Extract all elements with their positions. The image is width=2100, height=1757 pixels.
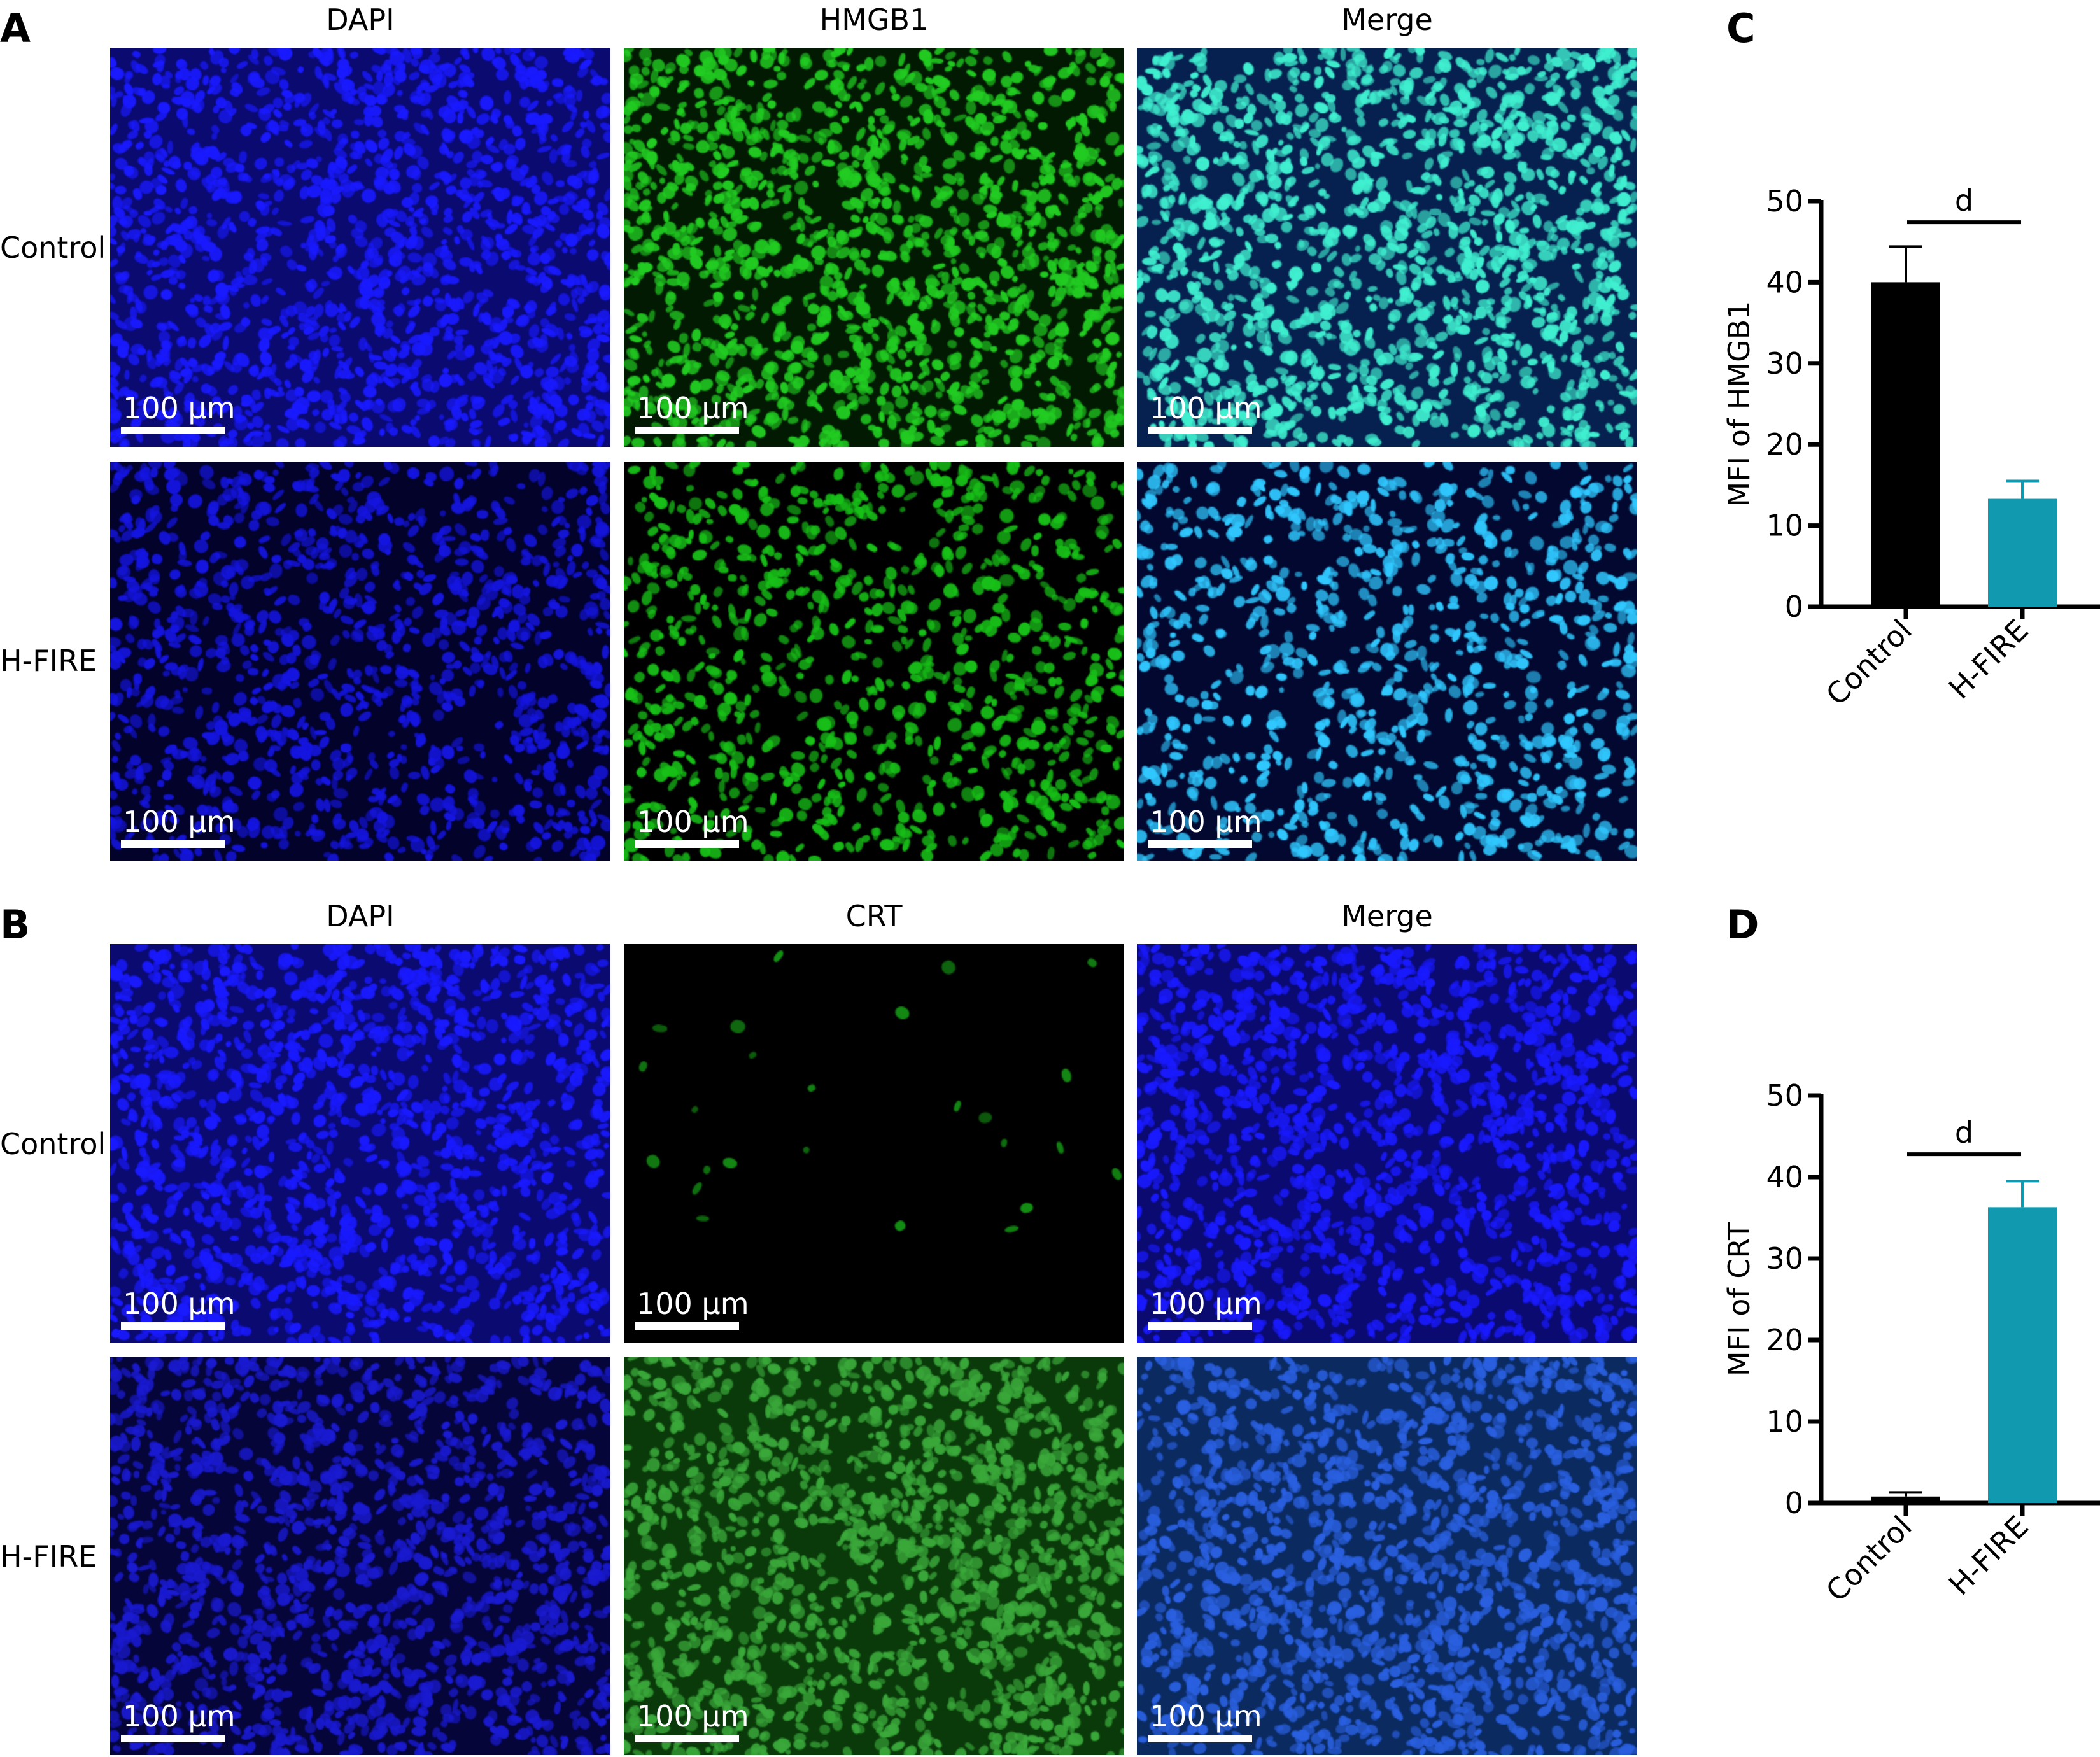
micrograph-dapiD: 100 μm [110, 1357, 610, 1755]
significance-label: d [1955, 183, 1973, 218]
y-tick-label: 10 [1766, 1404, 1803, 1439]
scale-bar [121, 1322, 225, 1330]
row-label-control: Control [0, 230, 106, 265]
scale-bar-label: 100 μm [1150, 391, 1262, 425]
column-header-dapi: DAPI [326, 3, 395, 37]
bar-h-fire [1988, 498, 2057, 607]
scale-bar [121, 427, 225, 434]
micrograph-dapi: 100 μm [110, 48, 610, 447]
micrograph-crtH: 100 μm [624, 1357, 1124, 1755]
scale-bar-label: 100 μm [1150, 805, 1262, 839]
micrograph-dapi: 100 μm [110, 944, 610, 1343]
scale-bar [121, 1735, 225, 1742]
bar-control [1871, 1496, 1940, 1503]
scale-bar [635, 427, 739, 434]
micrograph-dapi: 100 μm [1137, 944, 1637, 1343]
column-header-merge: Merge [1341, 899, 1433, 933]
scale-bar [121, 840, 225, 848]
panel-letter-b: B [0, 901, 31, 948]
chart-d-crt: 0 10 20 30 40 50 MFI of CRT Control H-FIRE d [1722, 1078, 2100, 1609]
scale-bar-label: 100 μm [1150, 1699, 1262, 1733]
x-tick-label: H-FIRE [1942, 613, 2035, 706]
scale-bar-label: 100 μm [123, 805, 236, 839]
scale-bar-label: 100 μm [637, 1287, 749, 1321]
y-tick-label: 50 [1766, 184, 1803, 218]
y-tick-label: 40 [1766, 1160, 1803, 1194]
significance-label: d [1955, 1115, 1973, 1150]
column-header-dapi: DAPI [326, 899, 395, 933]
y-axis-label: MFI of HMGB1 [1722, 300, 1756, 507]
scale-bar [635, 840, 739, 848]
scale-bar [1148, 1322, 1252, 1330]
scale-bar [635, 1322, 739, 1330]
panel-letter-d: D [1726, 901, 1759, 948]
micrograph-dapiS: 100 μm [110, 462, 610, 861]
bar-h-fire [1988, 1207, 2057, 1503]
row-label-control: Control [0, 1127, 106, 1161]
y-tick-label: 10 [1766, 509, 1803, 543]
scale-bar [1148, 427, 1252, 434]
scale-bar [1148, 1735, 1252, 1742]
y-tick-label: 40 [1766, 265, 1803, 299]
panel-letter-c: C [1726, 5, 1756, 52]
y-tick-label: 20 [1766, 1323, 1803, 1357]
y-tick-label: 30 [1766, 1241, 1803, 1276]
micrograph-hmgb1S: 100 μm [624, 462, 1124, 861]
scale-bar-label: 100 μm [637, 391, 749, 425]
bar-control [1871, 282, 1940, 607]
y-tick-label: 0 [1785, 589, 1803, 624]
y-tick-label: 30 [1766, 346, 1803, 381]
scale-bar [1148, 840, 1252, 848]
x-tick-label: Control [1819, 613, 1919, 712]
x-tick-label: H-FIRE [1942, 1509, 2035, 1602]
micrograph-crtC: 100 μm [624, 944, 1124, 1343]
micrograph-mergeAS: 100 μm [1137, 462, 1637, 861]
micrograph-mergeBH: 100 μm [1137, 1357, 1637, 1755]
y-tick-label: 20 [1766, 427, 1803, 462]
scale-bar-label: 100 μm [637, 1699, 749, 1733]
scale-bar-label: 100 μm [123, 1699, 236, 1733]
micrograph-hmgb1: 100 μm [624, 48, 1124, 447]
x-tick-label: Control [1819, 1509, 1919, 1609]
scale-bar-label: 100 μm [123, 1287, 236, 1321]
column-header-merge: Merge [1341, 3, 1433, 37]
scale-bar-label: 100 μm [637, 805, 749, 839]
chart-c-hmgb1: 0 10 20 30 40 50 MFI of HMGB1 Control H-FIRE d [1722, 183, 2100, 712]
row-label-hfire: H-FIRE [0, 1539, 97, 1574]
scale-bar-label: 100 μm [1150, 1287, 1262, 1321]
micrograph-mergeA: 100 μm [1137, 48, 1637, 447]
row-label-hfire: H-FIRE [0, 644, 97, 678]
y-tick-label: 50 [1766, 1078, 1803, 1113]
column-header-crt: CRT [845, 899, 903, 933]
scale-bar-label: 100 μm [123, 391, 236, 425]
panel-letter-a: A [0, 5, 31, 52]
column-header-hmgb1: HMGB1 [819, 3, 929, 37]
y-axis-label: MFI of CRT [1722, 1222, 1756, 1376]
y-tick-label: 0 [1785, 1486, 1803, 1520]
scale-bar [635, 1735, 739, 1742]
